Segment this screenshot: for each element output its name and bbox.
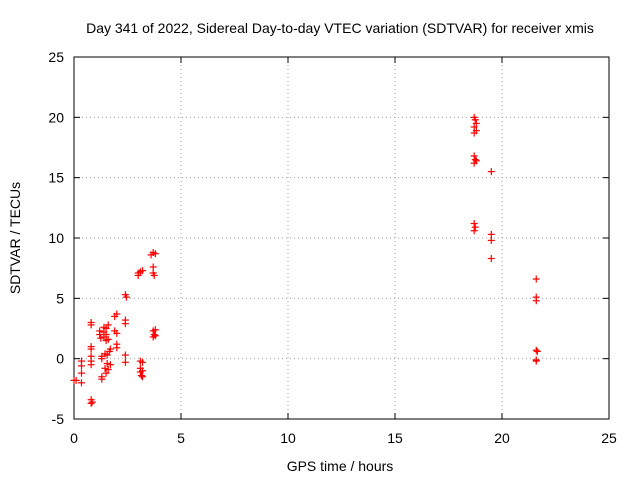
data-point <box>121 351 129 359</box>
data-point <box>77 369 85 377</box>
data-point <box>487 230 495 238</box>
data-point <box>113 329 121 337</box>
data-point <box>102 331 110 339</box>
y-tick-label: 10 <box>48 230 64 246</box>
data-point <box>470 227 478 235</box>
data-point <box>532 297 540 305</box>
data-point <box>151 250 159 258</box>
y-tick-label: 25 <box>48 49 64 65</box>
x-tick-label: 0 <box>70 430 78 446</box>
x-axis-label: GPS time / hours <box>287 458 394 474</box>
x-axis: 0 5 10 15 20 25 <box>70 57 617 446</box>
data-point <box>471 156 479 164</box>
data-point <box>102 325 110 332</box>
data-point <box>121 320 129 328</box>
data-point <box>98 375 106 383</box>
data-points <box>70 113 541 407</box>
data-point <box>138 367 146 375</box>
data-point <box>137 372 145 380</box>
data-point <box>103 351 111 359</box>
data-point <box>113 344 121 352</box>
data-point <box>487 255 495 263</box>
data-point <box>533 347 541 355</box>
data-point <box>472 157 480 165</box>
data-point <box>122 293 130 301</box>
data-point <box>98 355 106 363</box>
data-point <box>470 152 478 160</box>
data-point <box>101 364 109 372</box>
y-tick-label: 5 <box>56 290 64 306</box>
data-point <box>134 271 142 279</box>
data-point <box>532 346 540 354</box>
x-tick-label: 15 <box>387 430 403 446</box>
data-point <box>472 119 480 127</box>
data-point <box>150 271 158 279</box>
data-point <box>471 223 479 231</box>
data-point <box>138 358 146 366</box>
data-point <box>470 129 478 137</box>
y-tick-label: -5 <box>52 411 65 427</box>
data-point <box>87 361 95 369</box>
data-point <box>532 275 540 283</box>
y-axis-label: SDTVAR / TECUs <box>7 182 23 294</box>
data-point <box>106 345 114 353</box>
data-point <box>87 399 95 407</box>
x-tick-label: 25 <box>601 430 617 446</box>
data-point <box>104 321 112 329</box>
data-point <box>87 345 95 353</box>
y-tick-label: 15 <box>48 170 64 186</box>
data-point <box>104 335 112 343</box>
data-point <box>77 379 85 387</box>
y-tick-label: 0 <box>56 351 64 367</box>
chart-title: Day 341 of 2022, Sidereal Day-to-day VTE… <box>86 20 594 36</box>
data-point <box>151 332 159 340</box>
data-point <box>149 263 157 271</box>
data-point <box>104 366 112 374</box>
data-point <box>77 362 85 370</box>
data-point <box>121 358 129 366</box>
data-point <box>72 376 80 384</box>
x-tick-label: 20 <box>494 430 510 446</box>
data-point <box>471 116 479 124</box>
data-point <box>88 398 96 406</box>
data-point <box>487 236 495 244</box>
data-point <box>532 357 540 365</box>
data-point <box>113 310 121 318</box>
data-point <box>106 361 114 369</box>
y-tick-label: 20 <box>48 109 64 125</box>
data-point <box>97 334 105 342</box>
data-point <box>87 321 95 329</box>
data-point <box>470 220 478 228</box>
data-point <box>138 267 146 275</box>
grid <box>74 57 609 419</box>
x-tick-label: 5 <box>177 430 185 446</box>
data-point <box>487 168 495 176</box>
data-point <box>102 369 110 377</box>
y-axis: -5 0 5 10 15 20 25 <box>48 49 609 427</box>
data-point <box>96 331 104 339</box>
data-point <box>151 326 159 334</box>
data-point <box>138 373 146 381</box>
x-tick-label: 10 <box>280 430 296 446</box>
data-point <box>470 123 478 131</box>
data-point <box>103 359 111 367</box>
